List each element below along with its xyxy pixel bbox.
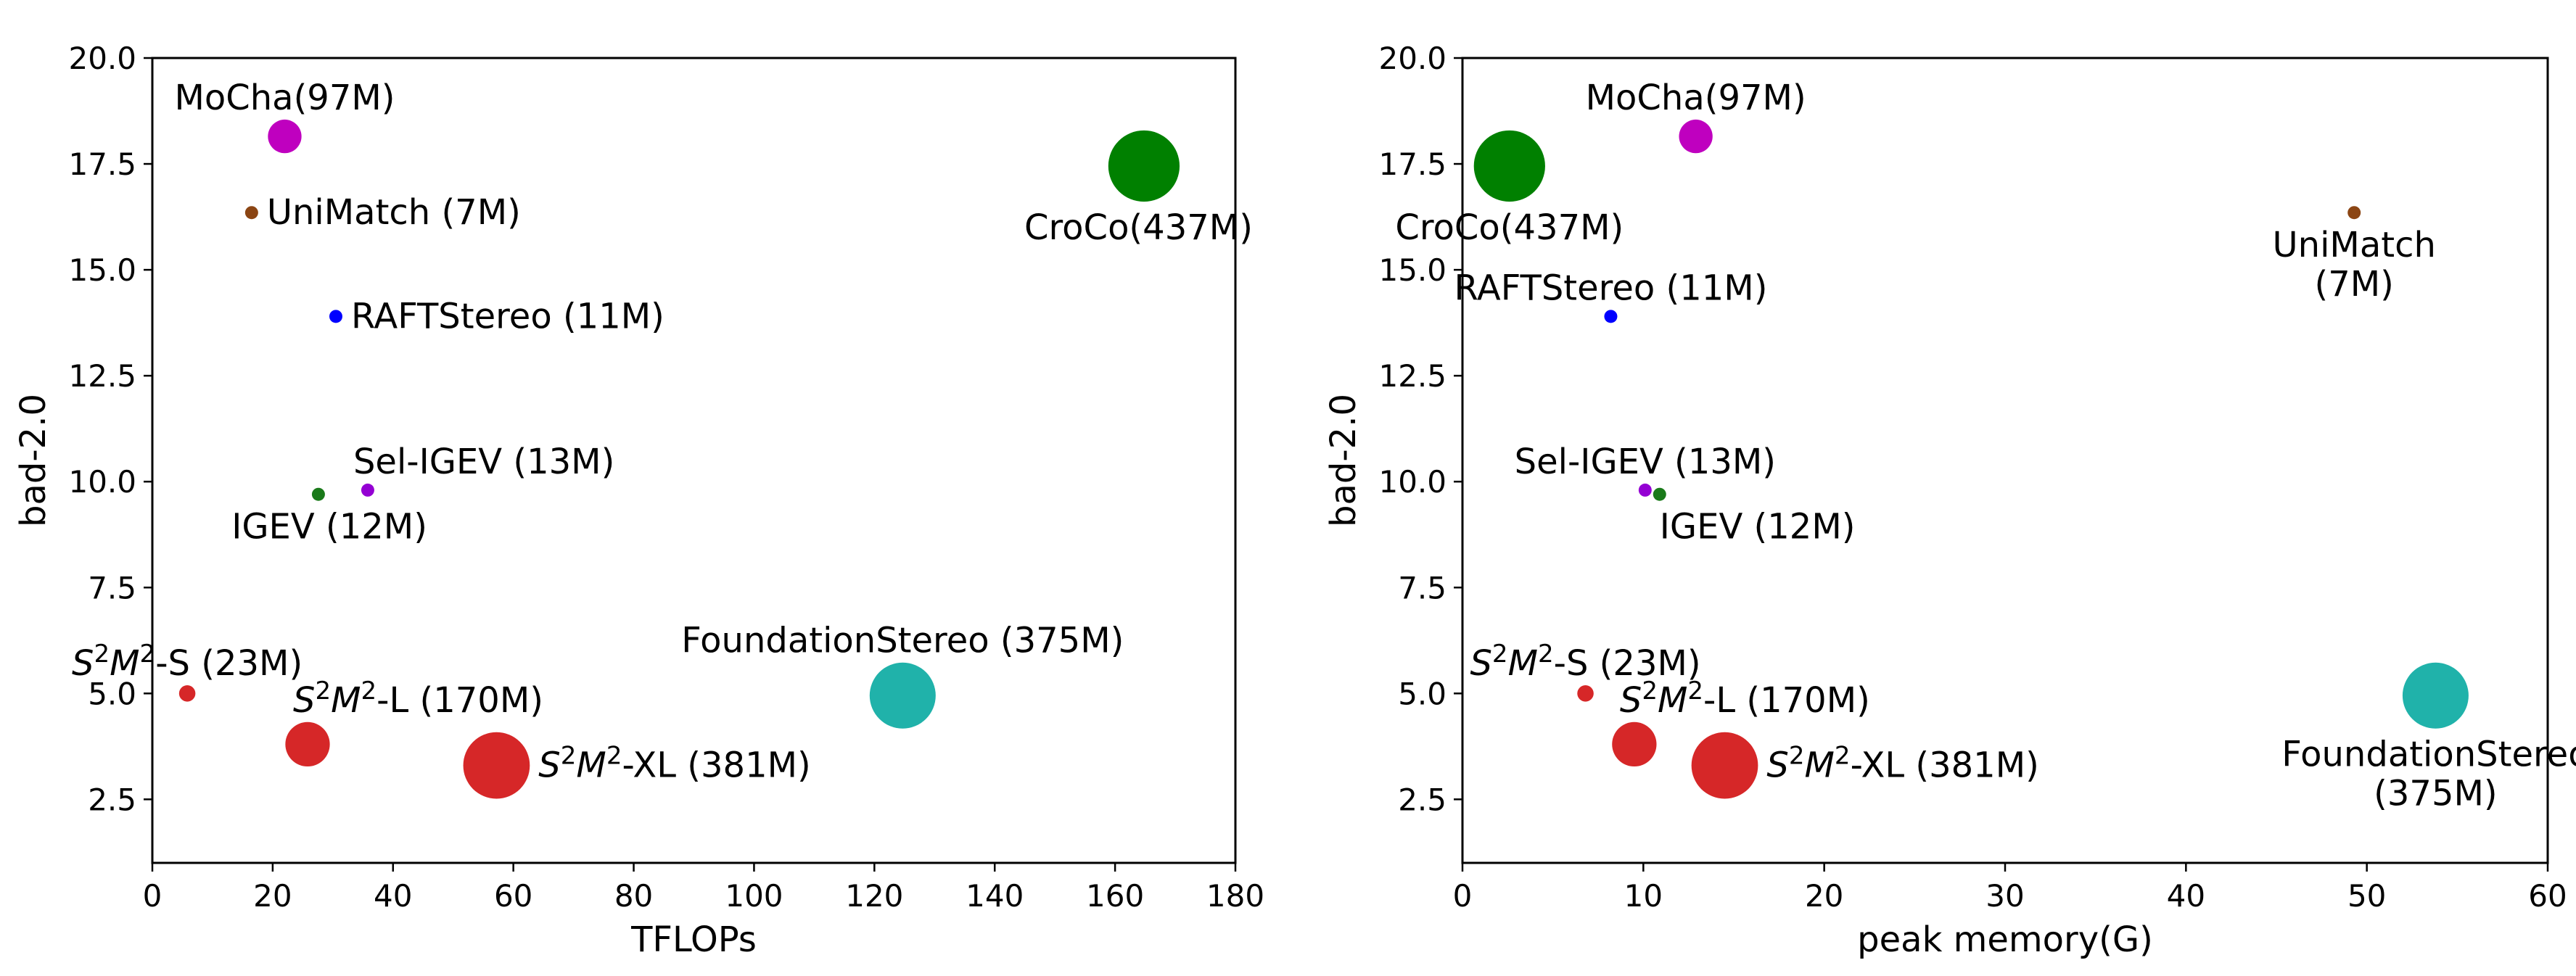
y-tick-label: 15.0 bbox=[68, 252, 136, 288]
x-axis-label: TFLOPs bbox=[630, 919, 757, 960]
y-tick-label: 10.0 bbox=[68, 464, 136, 500]
x-tick-label: 20 bbox=[1805, 878, 1843, 914]
y-axis-label: bad-2.0 bbox=[1323, 394, 1364, 527]
y-tick-label: 10.0 bbox=[1378, 464, 1447, 500]
y-tick-label: 2.5 bbox=[88, 782, 136, 817]
x-tick-label: 50 bbox=[2347, 878, 2386, 914]
x-tick-label: 60 bbox=[494, 878, 532, 914]
y-tick-label: 17.5 bbox=[68, 146, 136, 182]
y-tick-label: 15.0 bbox=[1378, 252, 1447, 288]
point-label-unimatch: UniMatch (7M) bbox=[267, 192, 521, 233]
x-tick-label: 60 bbox=[2528, 878, 2567, 914]
point-label-croco: CroCo(437M) bbox=[1395, 207, 1624, 248]
x-tick-label: 20 bbox=[253, 878, 292, 914]
point-raftstereo bbox=[1604, 310, 1618, 323]
point-s2m2-s bbox=[1577, 685, 1594, 702]
point-label-sel-igev: Sel-IGEV (13M) bbox=[1515, 442, 1776, 482]
x-axis-label: peak memory(G) bbox=[1857, 919, 2153, 960]
point-label-croco: CroCo(437M) bbox=[1024, 207, 1253, 248]
point-s2m2-s bbox=[178, 685, 196, 702]
y-tick-label: 17.5 bbox=[1378, 146, 1447, 182]
x-tick-label: 140 bbox=[966, 878, 1024, 914]
y-tick-label: 12.5 bbox=[1378, 358, 1447, 394]
chart-peak-memory: MoCha(97M) CroCo(437M) UniMatch(7M) RAFTSte… bbox=[1323, 41, 2576, 960]
x-tick-label: 0 bbox=[1453, 878, 1473, 914]
point-igev bbox=[311, 487, 325, 501]
point-label-igev: IGEV (12M) bbox=[1660, 507, 1856, 547]
point-label-s2m2-xl: S2M2-XL (381M) bbox=[538, 742, 810, 786]
point-s2m2-xl bbox=[463, 732, 530, 799]
point-label-unimatch: (7M) bbox=[2315, 264, 2394, 305]
point-label-s2m2-xl: S2M2-XL (381M) bbox=[1766, 742, 2038, 786]
point-igev bbox=[1653, 487, 1666, 501]
point-mocha bbox=[1679, 119, 1713, 154]
y-tick-label: 20.0 bbox=[1378, 41, 1447, 76]
y-tick-label: 20.0 bbox=[68, 41, 136, 76]
point-label-s2m2-l: S2M2-L (170M) bbox=[293, 677, 543, 721]
x-tick-label: 0 bbox=[143, 878, 162, 914]
x-tick-label: 40 bbox=[374, 878, 412, 914]
point-s2m2-l bbox=[1612, 721, 1657, 767]
point-label-sel-igev: Sel-IGEV (13M) bbox=[353, 442, 614, 482]
point-s2m2-l bbox=[285, 721, 330, 767]
point-label-raftstereo: RAFTStereo (11M) bbox=[1454, 268, 1767, 308]
y-axis-label: bad-2.0 bbox=[13, 394, 54, 527]
x-tick-label: 40 bbox=[2167, 878, 2205, 914]
chart-tflops: MoCha(97M) UniMatch (7M) CroCo(437M) RAFTSt… bbox=[13, 41, 1264, 960]
y-tick-label: 5.0 bbox=[88, 676, 136, 711]
point-label-foundationstereo: FoundationStereo bbox=[2281, 735, 2576, 775]
point-croco bbox=[1473, 130, 1545, 202]
point-raftstereo bbox=[329, 310, 342, 323]
point-foundationstereo bbox=[2402, 662, 2469, 729]
y-tick-label: 2.5 bbox=[1398, 782, 1447, 817]
point-label-s2m2-s: S2M2-S (23M) bbox=[72, 640, 303, 684]
y-tick-label: 5.0 bbox=[1398, 676, 1447, 711]
point-label-igev: IGEV (12M) bbox=[231, 507, 427, 547]
point-unimatch bbox=[2347, 206, 2361, 220]
point-label-mocha: MoCha(97M) bbox=[1586, 78, 1806, 118]
x-tick-label: 120 bbox=[845, 878, 903, 914]
point-label-foundationstereo: (375M) bbox=[2374, 774, 2497, 814]
point-label-raftstereo: RAFTStereo (11M) bbox=[351, 296, 664, 336]
points: MoCha(97M) UniMatch (7M) CroCo(437M) RAFTSt… bbox=[72, 78, 1253, 799]
y-tick-label: 12.5 bbox=[68, 358, 136, 394]
point-label-unimatch: UniMatch bbox=[2273, 225, 2436, 265]
x-tick-label: 180 bbox=[1206, 878, 1264, 914]
point-label-mocha: MoCha(97M) bbox=[174, 78, 395, 118]
x-tick-label: 80 bbox=[614, 878, 653, 914]
point-label-s2m2-l: S2M2-L (170M) bbox=[1620, 677, 1870, 721]
point-foundationstereo bbox=[869, 662, 936, 729]
y-tick-label: 7.5 bbox=[1398, 570, 1447, 605]
axes-frame bbox=[151, 57, 1237, 864]
point-croco bbox=[1108, 130, 1180, 202]
points: MoCha(97M) CroCo(437M) UniMatch(7M) RAFTSte… bbox=[1395, 78, 2576, 814]
point-s2m2-xl bbox=[1691, 732, 1758, 799]
x-tick-label: 100 bbox=[725, 878, 783, 914]
point-sel-igev bbox=[1638, 483, 1652, 497]
x-tick-label: 10 bbox=[1624, 878, 1663, 914]
point-label-foundationstereo: FoundationStereo (375M) bbox=[681, 621, 1124, 661]
point-sel-igev bbox=[361, 483, 374, 497]
point-mocha bbox=[268, 119, 302, 154]
y-tick-label: 7.5 bbox=[88, 570, 136, 605]
x-tick-label: 160 bbox=[1086, 878, 1144, 914]
point-unimatch bbox=[244, 206, 258, 220]
x-tick-label: 30 bbox=[1986, 878, 2024, 914]
point-label-s2m2-s: S2M2-S (23M) bbox=[1470, 640, 1700, 684]
